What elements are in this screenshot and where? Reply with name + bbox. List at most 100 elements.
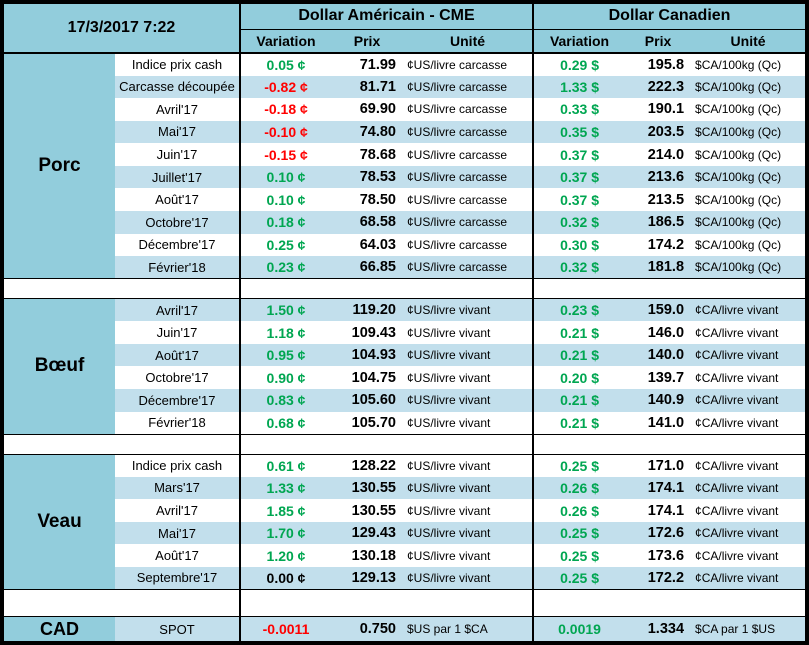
- ca-variation-value: 0.32 $: [532, 210, 626, 234]
- row-label: Août'17: [115, 544, 240, 567]
- us-prix-value: 0.750: [331, 616, 403, 641]
- us-unit-label: ¢US/livre vivant: [403, 544, 534, 567]
- ca-prix-value: 214.0: [625, 143, 692, 166]
- us-variation-value: -0.82 ¢: [239, 75, 331, 99]
- us-unit-label: ¢US/livre vivant: [403, 343, 534, 367]
- us-unit-label: ¢US/livre vivant: [403, 298, 534, 322]
- us-variation-value: 1.85 ¢: [239, 499, 331, 522]
- gap-cell: [238, 588, 534, 618]
- us-unit-label: ¢US/livre vivant: [403, 566, 534, 590]
- ca-unit-label: $CA/100kg (Qc): [691, 165, 806, 189]
- ca-prix-value: 140.0: [625, 343, 692, 367]
- ca-unit-label: ¢CA/livre vivant: [691, 366, 806, 389]
- ca-unit-label: $CA/100kg (Qc): [691, 143, 806, 166]
- section-label: Bœuf: [4, 298, 115, 435]
- us-variation-value: -0.15 ¢: [239, 143, 331, 166]
- table-row: Porc Indice prix cash 0.05 ¢ 71.99 ¢US/livre…: [4, 53, 806, 279]
- ca-prix-value: 172.6: [625, 521, 692, 545]
- us-unit-label: $US par 1 $CA: [403, 616, 534, 641]
- row-label: Mai'17: [115, 521, 240, 545]
- us-prix-value: 81.71: [331, 75, 403, 99]
- table-row: Octobre'17 0.18 ¢ 68.58 ¢US/livre carcasse 0…: [4, 210, 806, 234]
- ca-unit-label: ¢CA/livre vivant: [691, 544, 806, 567]
- row-label: Indice prix cash: [115, 454, 240, 477]
- ca-prix-value: 173.6: [625, 544, 692, 567]
- cad-spot-row: CAD SPOT -0.0011 0.750 $US par 1 $CA 0.0…: [4, 616, 806, 641]
- ca-prix-value: 140.9: [625, 388, 692, 412]
- ca-variation-value: 0.21 $: [532, 411, 626, 435]
- section-gap-row: [4, 278, 806, 300]
- us-prix-value: 129.43: [331, 521, 403, 545]
- row-label: Août'17: [115, 343, 240, 367]
- table-row: Bœuf Avril'17 1.50 ¢ 119.20 ¢US/livre vivant…: [4, 298, 806, 435]
- row-label: Juin'17: [115, 143, 240, 166]
- us-variation-value: 0.10 ¢: [239, 188, 331, 211]
- us-variation-value: 0.05 ¢: [239, 53, 331, 76]
- ca-prix-value: 190.1: [625, 98, 692, 121]
- table-row: Veau Indice prix cash 0.61 ¢ 128.22 ¢US/livr…: [4, 454, 806, 590]
- section-label: Veau: [4, 454, 115, 590]
- us-unit-label: ¢US/livre carcasse: [403, 143, 534, 166]
- table-row: Mars'17 1.33 ¢ 130.55 ¢US/livre vivant 0.26 …: [4, 476, 806, 500]
- ca-prix-value: 222.3: [625, 75, 692, 99]
- header-row: 17/3/2017 7:22 Dollar Américain - CME Do…: [4, 4, 806, 54]
- us-variation-value: 0.23 ¢: [239, 256, 331, 279]
- us-variation-value: 0.68 ¢: [239, 411, 331, 435]
- table-row: Août'17 0.10 ¢ 78.50 ¢US/livre carcasse 0.37…: [4, 188, 806, 211]
- ca-variation-value: 0.25 $: [532, 544, 626, 567]
- us-variation-value: 1.18 ¢: [239, 321, 331, 344]
- ca-unit-label: ¢CA/livre vivant: [691, 476, 806, 500]
- ca-variation-value: 1.33 $: [532, 75, 626, 99]
- ca-unit-label: ¢CA/livre vivant: [691, 566, 806, 590]
- us-variation-value: 0.95 ¢: [239, 343, 331, 367]
- ca-prix-value: 139.7: [625, 366, 692, 389]
- ca-unit-label: $CA/100kg (Qc): [691, 233, 806, 257]
- ca-variation-value: 0.21 $: [532, 388, 626, 412]
- ca-variation-value: 0.21 $: [532, 321, 626, 344]
- us-prix-value: 119.20: [331, 298, 403, 322]
- table-row: Avril'17 -0.18 ¢ 69.90 ¢US/livre carcasse 0.…: [4, 98, 806, 121]
- row-label: Avril'17: [115, 298, 240, 322]
- ca-variation-value: 0.33 $: [532, 98, 626, 121]
- ca-unit-label: $CA/100kg (Qc): [691, 256, 806, 279]
- us-variation-value: 0.83 ¢: [239, 388, 331, 412]
- us-prix-value: 78.68: [331, 143, 403, 166]
- ca-unit-label: ¢CA/livre vivant: [691, 411, 806, 435]
- ca-variation-value: 0.20 $: [532, 366, 626, 389]
- section-gap-row: [4, 433, 806, 455]
- row-label-spot: SPOT: [115, 616, 240, 641]
- ca-variation-value: 0.25 $: [532, 566, 626, 590]
- subheader-row: Variation Prix Unité Variation Prix Unit…: [4, 29, 806, 54]
- ca-prix-value: 146.0: [625, 321, 692, 344]
- us-prix-value: 105.70: [331, 411, 403, 435]
- gap-cell: [4, 278, 240, 300]
- us-unit-label: ¢US/livre carcasse: [403, 75, 534, 99]
- ca-unit-label: $CA/100kg (Qc): [691, 120, 806, 144]
- ca-prix-value: 174.1: [625, 476, 692, 500]
- ca-variation-value: 0.25 $: [532, 521, 626, 545]
- row-label: Avril'17: [115, 499, 240, 522]
- report-datetime: 17/3/2017 7:22: [4, 4, 240, 54]
- us-prix-value: 130.55: [331, 499, 403, 522]
- us-unit-label: ¢US/livre vivant: [403, 366, 534, 389]
- row-label: Octobre'17: [115, 366, 240, 389]
- ca-variation-value: 0.21 $: [532, 343, 626, 367]
- gap-cell: [238, 433, 534, 455]
- ca-unit-label: $CA par 1 $US: [691, 616, 806, 641]
- ca-prix-column-header: Prix: [625, 29, 692, 54]
- table-row: Carcasse découpée -0.82 ¢ 81.71 ¢US/livre c…: [4, 75, 806, 99]
- table-row: Juillet'17 0.10 ¢ 78.53 ¢US/livre carcasse 0…: [4, 165, 806, 189]
- ca-unite-column-header: Unité: [691, 29, 806, 54]
- row-label: Indice prix cash: [115, 53, 240, 76]
- table-row: Mai'17 1.70 ¢ 129.43 ¢US/livre vivant 0.25 $…: [4, 521, 806, 545]
- table-row: Décembre'17 0.83 ¢ 105.60 ¢US/livre vivant 0…: [4, 388, 806, 412]
- row-label: Juin'17: [115, 321, 240, 344]
- us-prix-value: 104.75: [331, 366, 403, 389]
- ca-unit-label: $CA/100kg (Qc): [691, 98, 806, 121]
- row-label: Carcasse découpée: [115, 75, 240, 99]
- ca-variation-value: 0.25 $: [532, 454, 626, 477]
- us-unit-label: ¢US/livre carcasse: [403, 210, 534, 234]
- ca-variation-value: 0.30 $: [532, 233, 626, 257]
- table-row: Août'17 0.95 ¢ 104.93 ¢US/livre vivant 0.21 …: [4, 343, 806, 367]
